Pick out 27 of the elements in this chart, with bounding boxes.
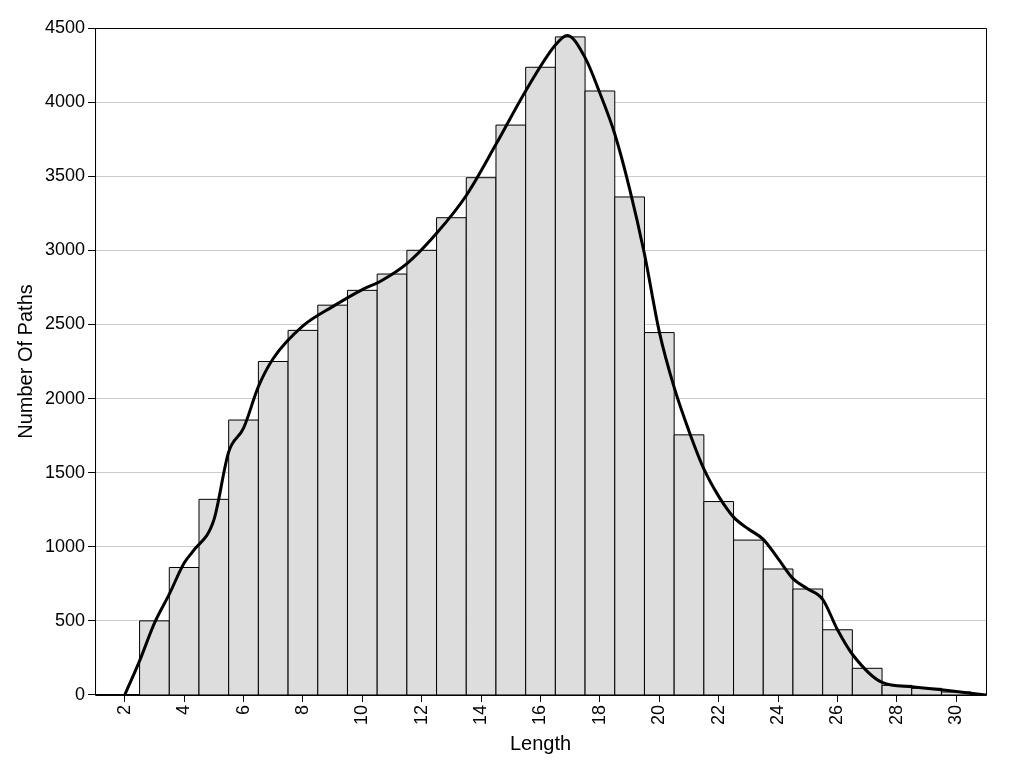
x-tick-label: 24 <box>767 704 788 726</box>
x-tick-label: 28 <box>885 704 906 726</box>
y-tick-label: 1500 <box>45 461 86 482</box>
y-tick-label: 4500 <box>45 16 86 37</box>
x-tick-label: 18 <box>588 704 609 726</box>
x-tick-label: 14 <box>470 704 491 726</box>
x-tick-label: 10 <box>351 704 372 726</box>
y-tick-label: 3000 <box>45 239 86 260</box>
x-tick-label: 16 <box>529 704 550 726</box>
x-tick-label: 8 <box>291 704 312 715</box>
y-tick-label: 2500 <box>45 313 86 334</box>
x-tick-label: 20 <box>648 704 669 726</box>
y-tick-label: 4000 <box>45 91 86 112</box>
x-axis-title: Length <box>509 731 572 754</box>
x-tick-label: 12 <box>410 704 431 726</box>
x-tick-label: 6 <box>232 704 253 715</box>
x-tick-label: 4 <box>173 704 194 715</box>
x-tick-label: 22 <box>707 704 728 726</box>
x-tick-label: 26 <box>826 704 847 726</box>
y-tick-label: 2000 <box>45 387 86 408</box>
x-tick-label: 30 <box>945 704 966 726</box>
y-tick-label: 0 <box>75 683 86 704</box>
y-tick-label: 3500 <box>45 165 86 186</box>
y-tick-label: 1000 <box>45 535 86 556</box>
x-tick-label: 2 <box>113 704 134 715</box>
y-tick-label: 500 <box>55 609 86 630</box>
y-axis-title: Number Of Paths <box>13 284 36 439</box>
